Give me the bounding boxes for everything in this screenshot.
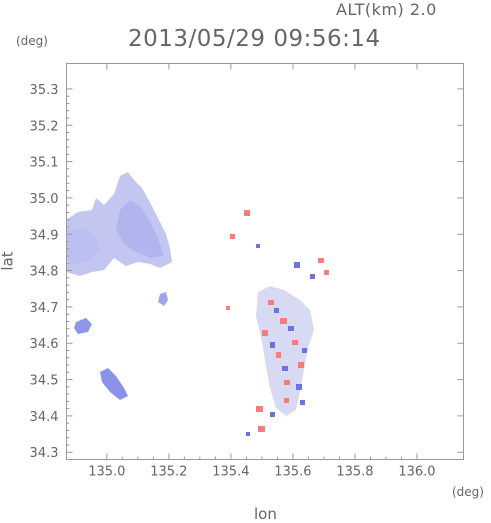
y-tick-label: 34.7 <box>30 301 59 316</box>
echo-cell-positive <box>276 352 281 358</box>
echo-layer <box>66 172 329 436</box>
echo-cell-positive <box>298 362 304 368</box>
echo-cluster-east <box>256 286 314 416</box>
plot-frame <box>66 63 464 460</box>
echo-cell-positive <box>244 210 250 216</box>
echo-cell-negative <box>302 348 307 353</box>
x-tick-label: 135.4 <box>212 465 249 480</box>
y-tick-label: 35.0 <box>30 192 59 207</box>
altitude-label: ALT(km) 2.0 <box>336 0 437 19</box>
echo-patch-southwest <box>100 368 128 400</box>
echo-patch-small-2 <box>74 318 92 334</box>
echo-cell-positive <box>226 306 230 310</box>
y-tick-label: 35.3 <box>30 83 59 98</box>
echo-cell-negative <box>294 262 300 268</box>
echo-cell-positive <box>284 380 290 385</box>
timestamp-title: 2013/05/29 09:56:14 <box>128 26 381 52</box>
echo-cell-negative <box>270 412 275 417</box>
echo-region-northwest-core <box>116 200 164 258</box>
echo-cell-positive <box>318 258 324 263</box>
x-axis-unit: (deg) <box>452 485 484 499</box>
y-tick-label: 34.8 <box>30 265 59 280</box>
echo-cell-positive <box>292 340 298 345</box>
y-tick-label: 35.2 <box>30 119 59 134</box>
y-tick-label: 34.6 <box>30 337 59 352</box>
x-tick-label: 136.0 <box>398 465 435 480</box>
echo-patch-small-1 <box>158 292 168 306</box>
y-tick-label: 35.1 <box>30 156 59 171</box>
echo-cell-negative <box>246 432 250 436</box>
x-tick-label: 135.2 <box>150 465 187 480</box>
echo-cell-positive <box>284 398 289 403</box>
echo-cell-positive <box>268 300 274 305</box>
echo-cell-negative <box>296 384 302 390</box>
x-axis-ticks: 135.0 135.2 135.4 135.6 135.8 136.0 <box>88 63 436 480</box>
x-tick-label: 135.8 <box>336 465 373 480</box>
echo-cell-negative <box>270 342 275 348</box>
y-tick-label: 34.4 <box>30 410 59 425</box>
echo-cell-positive <box>256 406 263 412</box>
y-tick-label: 34.5 <box>30 374 59 389</box>
y-tick-label: 34.9 <box>30 228 59 243</box>
echo-cell-negative <box>300 400 305 405</box>
x-axis-label: lon <box>254 505 277 523</box>
echo-cell-negative <box>282 366 288 371</box>
echo-cell-negative <box>310 274 315 279</box>
y-axis-unit: (deg) <box>16 34 48 48</box>
echo-patch-west <box>66 228 100 264</box>
echo-cell-positive <box>262 330 268 336</box>
echo-cell-positive <box>230 234 235 239</box>
y-tick-label: 34.3 <box>30 446 59 461</box>
echo-cell-negative <box>256 244 260 248</box>
x-tick-label: 135.0 <box>88 465 125 480</box>
echo-cell-negative <box>288 326 294 331</box>
echo-cell-negative <box>274 308 279 313</box>
x-tick-label: 135.6 <box>274 465 311 480</box>
echo-cell-positive <box>280 318 287 324</box>
echo-cell-positive <box>258 426 265 432</box>
y-axis-ticks: 34.3 34.4 34.5 34.6 34.7 34.8 34.9 35.0 35.1 35.2… <box>30 83 464 461</box>
echo-cell-positive <box>324 270 329 275</box>
